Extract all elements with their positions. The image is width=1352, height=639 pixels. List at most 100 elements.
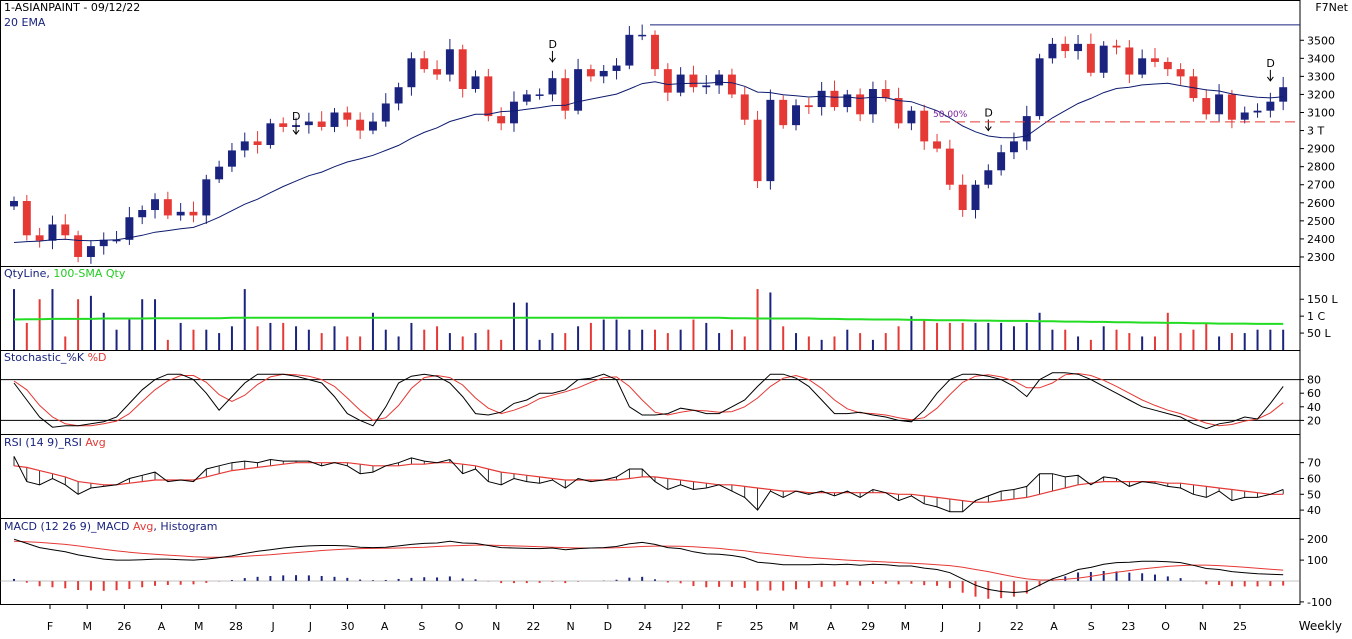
candle-body [817, 90, 826, 108]
candle-body [625, 34, 634, 66]
macd-legend: MACD (12 26 9)_MACD Avg, Histogram [4, 520, 217, 533]
candle-body [843, 94, 852, 108]
stoch-tick-label: 40 [1307, 401, 1321, 414]
candle-body [689, 74, 698, 88]
candle-body [330, 112, 339, 127]
price-tick-label: 2700 [1307, 179, 1335, 192]
x-tick-label: J [308, 620, 312, 633]
x-tick-label: 22 [526, 620, 540, 633]
frequency-label[interactable]: Weekly [1298, 619, 1342, 633]
candle-body [1151, 58, 1159, 62]
candle-body [1227, 94, 1236, 120]
macd-avg-line [13, 540, 1284, 581]
candle-body [151, 199, 159, 211]
price-tick-label: 3300 [1307, 70, 1335, 83]
candle-body [740, 94, 749, 120]
price-tick-label: 3500 [1307, 34, 1335, 47]
candle-body [240, 141, 249, 151]
volume-tick-label: 150 L [1307, 293, 1338, 306]
candle-body [35, 235, 44, 241]
candle-body [548, 78, 557, 95]
x-tick-label: N [1199, 620, 1207, 633]
stoch-tick-label: 80 [1307, 374, 1321, 387]
candle-body [727, 74, 736, 95]
candle-body [202, 179, 211, 216]
candle-body [381, 103, 390, 122]
candle-body [766, 99, 775, 182]
candle-body [10, 200, 18, 207]
candle-body [176, 211, 185, 216]
rsi-tick-label: 60 [1307, 472, 1321, 485]
candle-body [253, 141, 262, 145]
candle-body [1022, 116, 1031, 142]
volume-tick-label: 1 C [1307, 310, 1325, 323]
candle-body [958, 184, 967, 211]
candle-body [125, 217, 134, 240]
chart-title: 1-ASIANPAINT - 09/12/22 [4, 1, 141, 14]
x-tick-label: S [1088, 620, 1095, 633]
candle-body [881, 89, 890, 99]
x-tick-label: 29 [861, 620, 875, 633]
candle-body [1215, 94, 1224, 115]
stochastic-legend: Stochastic_%K %D [4, 351, 107, 364]
stoch-d-legend: %D [87, 351, 107, 364]
rsi-tick-label: 40 [1307, 504, 1321, 517]
candle-body [586, 69, 595, 77]
candle-body [997, 152, 1006, 171]
price-tick-label: 3400 [1307, 52, 1335, 65]
candle-body [1074, 43, 1083, 52]
x-tick-label: N [492, 620, 500, 633]
candle-body [1061, 43, 1070, 52]
candle-body [984, 170, 993, 185]
stoch-d-line [13, 372, 1284, 427]
x-tick-label: A [827, 620, 835, 633]
legend-sep: , [46, 267, 54, 280]
x-tick-label: M [194, 620, 204, 633]
price-tick-label: 3 T [1307, 125, 1324, 138]
candle-body [1009, 141, 1018, 153]
price-tick-label: 3200 [1307, 88, 1335, 101]
x-tick-label: 25 [1233, 620, 1247, 633]
candle-body [651, 34, 659, 70]
divergence-arrow-head [292, 129, 300, 135]
candle-body [1253, 110, 1262, 113]
candle-body [945, 148, 954, 185]
rsi-tick-label: 50 [1307, 488, 1321, 501]
ema-line [13, 81, 1284, 243]
candle-body [484, 76, 493, 117]
divergence-arrow-head [984, 126, 992, 132]
candle-body [920, 110, 929, 142]
candle-body [1086, 43, 1095, 73]
price-tick-label: 2500 [1307, 215, 1335, 228]
candle-body [266, 123, 275, 145]
candle-body [1202, 98, 1211, 115]
price-tick-label: 2800 [1307, 161, 1335, 174]
panel-frame [0, 266, 1301, 351]
candle-body [74, 235, 83, 257]
rsi-line [13, 456, 1284, 513]
divergence-label: D [292, 110, 300, 123]
retracement-label: 50.00% [933, 110, 968, 120]
panel-frame [0, 350, 1301, 435]
x-tick-label: S [418, 620, 425, 633]
x-tick-label: 23 [1121, 620, 1135, 633]
candle-body [1099, 45, 1108, 73]
candle-body [753, 119, 762, 182]
x-tick-label: J22 [673, 620, 691, 633]
candle-body [1035, 58, 1044, 117]
stoch-k-legend: Stochastic_%K [4, 351, 85, 364]
candle-body [189, 211, 198, 216]
x-tick-label: N [567, 620, 575, 633]
candle-body [317, 121, 326, 127]
candle-body [279, 123, 288, 127]
x-tick-label: 28 [229, 620, 243, 633]
candle-body [368, 121, 377, 131]
candle-body [792, 105, 800, 126]
candle-body [1112, 45, 1121, 48]
macd-tick-label: -100 [1307, 596, 1332, 609]
rsi-line-legend: RSI (14 9)_RSI [4, 436, 82, 449]
volume-legend: QtyLine, 100-SMA Qty [4, 267, 125, 280]
x-tick-label: J [271, 620, 275, 633]
x-tick-label: 25 [750, 620, 764, 633]
